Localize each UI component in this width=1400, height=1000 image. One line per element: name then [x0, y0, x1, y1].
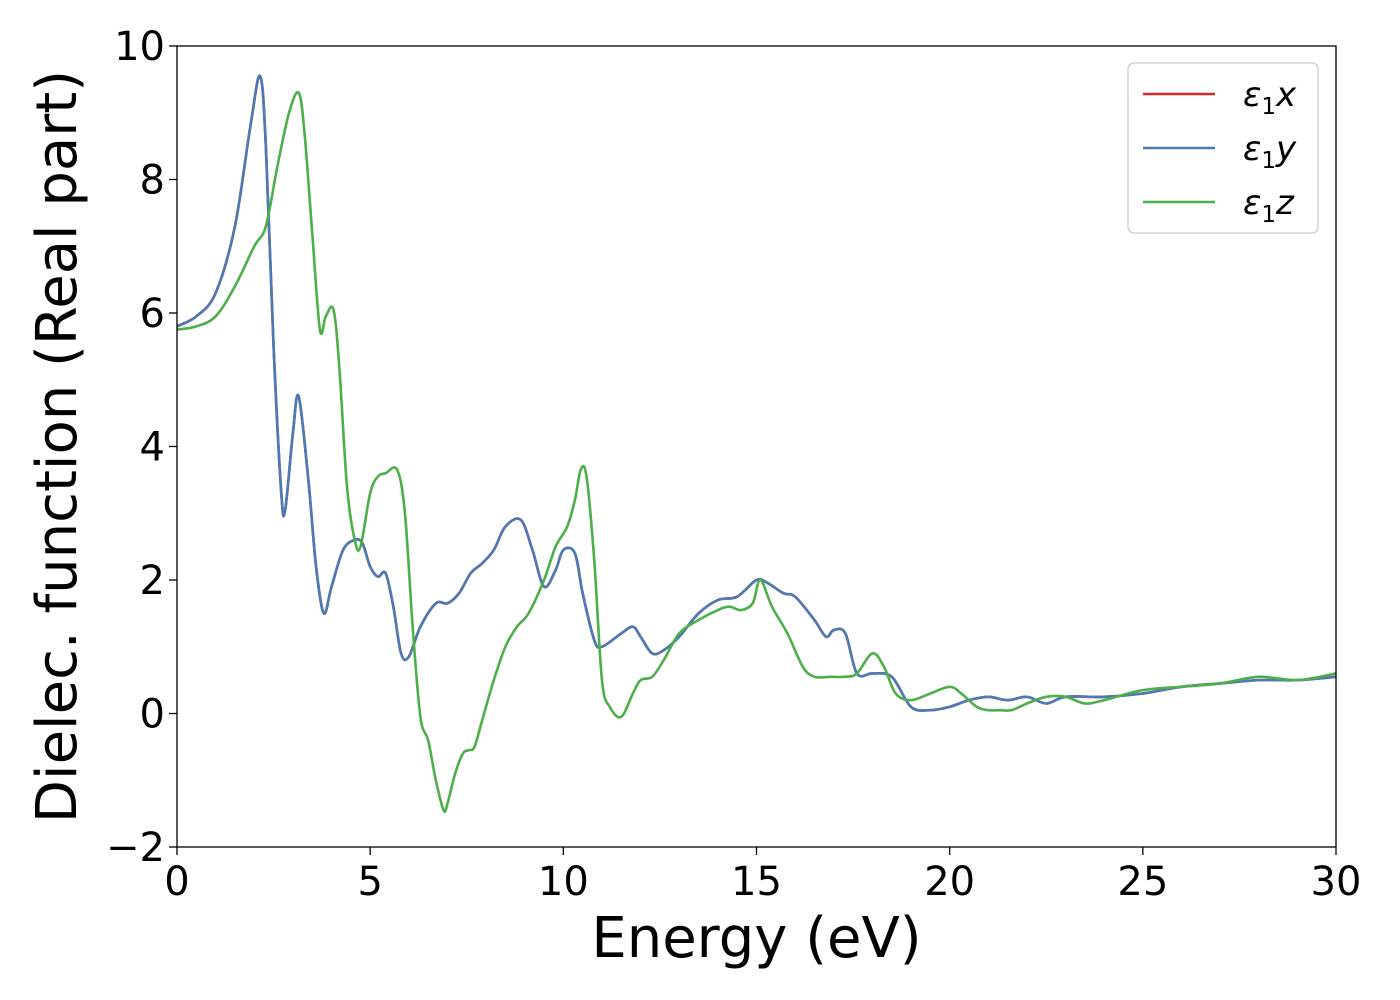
series-line-y: [177, 74, 1336, 712]
x-tick-label: 10: [538, 859, 589, 905]
y-tick-label: 10: [114, 24, 165, 70]
y-tick-label: 4: [140, 425, 165, 471]
y-tick-label: 0: [140, 692, 165, 738]
x-axis-label: Energy (eV): [591, 906, 921, 971]
legend-entry-z: ε1z: [1243, 183, 1295, 228]
y-axis: −2 0 2 4 6 8 10: [106, 24, 177, 871]
series-line-z: [177, 90, 1336, 814]
x-tick-label: 0: [164, 859, 189, 905]
y-tick-label: 8: [140, 158, 165, 204]
legend: ε1x ε1y ε1z: [1127, 62, 1319, 234]
y-axis-label: Dielec. function (Real part): [25, 70, 90, 823]
series-layer: [177, 74, 1336, 814]
x-tick-label: 15: [731, 859, 782, 905]
y-tick-label: −2: [106, 825, 165, 871]
x-axis: 0 5 10 15 20 25 30: [164, 847, 1361, 905]
x-tick-label: 5: [357, 859, 382, 905]
x-tick-label: 20: [924, 859, 975, 905]
x-tick-label: 25: [1117, 859, 1168, 905]
y-tick-label: 6: [140, 291, 165, 337]
legend-entry-x: ε1x: [1243, 75, 1297, 120]
legend-box: [1127, 62, 1319, 234]
y-tick-label: 2: [140, 558, 165, 604]
legend-entry-y: ε1y: [1243, 129, 1297, 174]
x-tick-label: 30: [1311, 859, 1362, 905]
